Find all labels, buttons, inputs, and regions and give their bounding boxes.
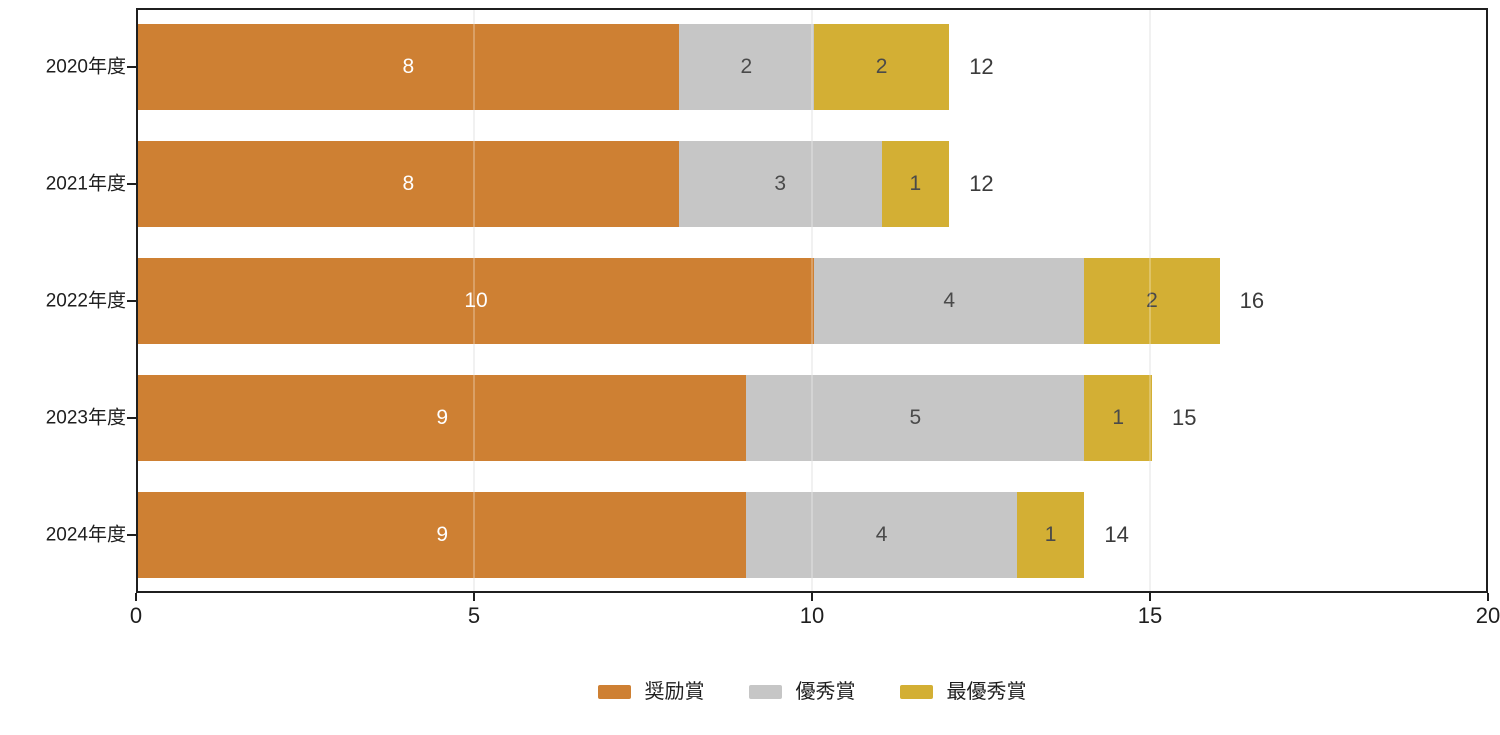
bar-total-label: 12 — [969, 170, 994, 196]
y-axis-tick — [127, 533, 136, 536]
x-axis-tick-label: 5 — [467, 603, 481, 628]
bar-total-label: 16 — [1239, 287, 1265, 313]
x-axis-tick — [1487, 593, 1489, 601]
legend-swatch-icon — [748, 685, 782, 699]
bar-segment-優秀賞: 3 — [678, 140, 882, 227]
legend-label: 優秀賞 — [795, 681, 856, 703]
bar-segment-最優秀賞: 1 — [1084, 374, 1152, 461]
bar-total-label: 14 — [1104, 521, 1129, 547]
bar-segment-奨励賞: 10 — [138, 257, 814, 344]
bar-segment-優秀賞: 2 — [678, 23, 814, 110]
y-axis-label: 2024年度 — [45, 524, 126, 545]
y-axis-label: 2020年度 — [45, 56, 126, 77]
x-axis-tick-label: 10 — [799, 603, 825, 628]
legend: 奨励賞 優秀賞 最優秀賞 — [136, 678, 1488, 706]
plot-area: 8 2 2 12 8 3 1 12 10 4 2 16 9 5 1 15 9 4 1 14 — [136, 8, 1488, 593]
x-axis-tick-label: 15 — [1137, 603, 1163, 628]
bar-segment-優秀賞: 4 — [746, 491, 1017, 578]
gridline-overlay — [473, 10, 475, 591]
bar-segment-奨励賞: 9 — [138, 491, 747, 578]
legend-item-優秀賞: 優秀賞 — [748, 681, 856, 703]
bar-segment-最優秀賞: 2 — [1084, 257, 1220, 344]
y-axis-tick — [127, 65, 136, 68]
bar-total-label: 15 — [1172, 404, 1197, 430]
legend-item-奨励賞: 奨励賞 — [597, 681, 705, 703]
y-axis-tick — [127, 416, 136, 419]
bar-segment-最優秀賞: 1 — [1016, 491, 1085, 578]
y-axis-tick — [127, 182, 136, 185]
x-axis-tick-label: 20 — [1475, 603, 1500, 628]
bar-segment-奨励賞: 8 — [138, 23, 679, 110]
bar-segment-奨励賞: 8 — [138, 140, 679, 227]
gridline-overlay — [811, 10, 813, 591]
legend-label: 最優秀賞 — [946, 681, 1027, 703]
y-axis-label: 2022年度 — [45, 290, 126, 311]
bar-segment-最優秀賞: 1 — [881, 140, 950, 227]
legend-item-最優秀賞: 最優秀賞 — [899, 681, 1027, 703]
y-axis-label: 2023年度 — [45, 407, 126, 428]
bar-segment-優秀賞: 4 — [814, 257, 1085, 344]
y-axis-label: 2021年度 — [45, 173, 126, 194]
bar-segment-最優秀賞: 2 — [813, 23, 950, 110]
legend-swatch-icon — [899, 685, 933, 699]
x-axis-tick — [1149, 593, 1151, 601]
x-axis-tick — [135, 593, 137, 601]
legend-swatch-icon — [597, 685, 631, 699]
legend-label: 奨励賞 — [644, 681, 705, 703]
bar-segment-奨励賞: 9 — [138, 374, 747, 461]
bar-row: 10 4 2 — [138, 257, 1220, 344]
y-axis-tick — [127, 299, 136, 302]
bar-total-label: 12 — [969, 53, 994, 79]
bar-segment-優秀賞: 5 — [746, 374, 1085, 461]
x-axis-tick — [811, 593, 813, 601]
gridline-overlay — [1149, 10, 1151, 591]
x-axis-tick — [473, 593, 475, 601]
x-axis-tick-label: 0 — [129, 603, 143, 628]
